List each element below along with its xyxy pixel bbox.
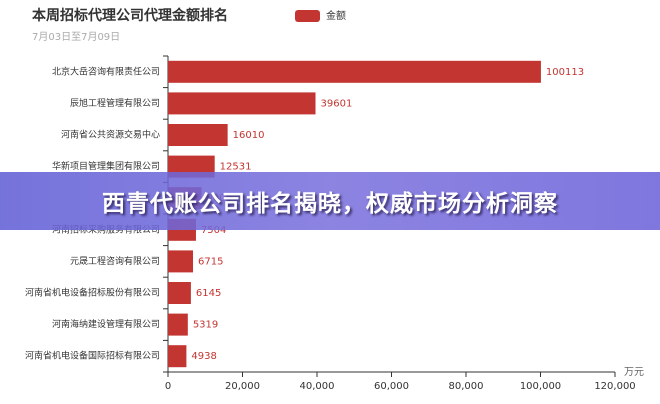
value-label: 5319 bbox=[193, 320, 218, 331]
y-tick-label: 河南省机电设备招标股份有限公司 bbox=[25, 287, 160, 299]
bar bbox=[168, 124, 228, 146]
value-label: 4938 bbox=[191, 351, 216, 362]
x-tick-label: 40,000 bbox=[300, 381, 335, 392]
x-tick-label: 20,000 bbox=[225, 381, 260, 392]
bar bbox=[168, 60, 541, 83]
x-tick-label: 0 bbox=[165, 381, 171, 392]
x-tick-label: 60,000 bbox=[374, 381, 409, 392]
legend-swatch bbox=[295, 10, 320, 22]
x-axis-unit: 万元 bbox=[624, 367, 644, 378]
bar bbox=[168, 345, 187, 368]
y-tick-label: 河南海纳建设管理有限公司 bbox=[52, 318, 160, 330]
value-label: 16010 bbox=[233, 130, 265, 141]
y-tick-label: 辰旭工程管理有限公司 bbox=[70, 97, 160, 109]
y-tick-label: 北京大岳咨询有限责任公司 bbox=[52, 65, 160, 77]
banner-text: 西青代账公司排名揭晓，权威市场分析洞察 bbox=[102, 191, 558, 217]
x-tick-label: 120,000 bbox=[594, 381, 635, 392]
y-tick-label: 华新项目管理集团有限公司 bbox=[52, 160, 160, 172]
value-label: 100113 bbox=[546, 67, 584, 78]
value-label: 39601 bbox=[321, 98, 353, 109]
value-label: 7504 bbox=[201, 225, 226, 236]
x-tick-label: 100,000 bbox=[520, 381, 561, 392]
value-label: 6145 bbox=[196, 288, 221, 299]
chart-title: 本周招标代理公司代理金额排名 bbox=[32, 7, 228, 24]
legend-label: 金额 bbox=[326, 9, 346, 22]
value-label: 6715 bbox=[198, 256, 223, 267]
bar bbox=[168, 92, 316, 115]
y-tick-label: 河南省公共资源交易中心 bbox=[61, 129, 160, 141]
value-label: 12531 bbox=[220, 162, 252, 173]
chart-subtitle: 7月03日至7月09日 bbox=[32, 31, 120, 43]
y-tick-label: 河南省机电设备国际招标有限公司 bbox=[25, 350, 160, 362]
bar bbox=[168, 250, 194, 273]
bar bbox=[168, 282, 191, 304]
y-tick-label: 元晟工程咨询有限公司 bbox=[70, 255, 160, 267]
bar bbox=[168, 313, 188, 336]
banner: 西青代账公司排名揭晓，权威市场分析洞察 bbox=[0, 172, 660, 230]
x-tick-label: 80,000 bbox=[449, 381, 484, 392]
